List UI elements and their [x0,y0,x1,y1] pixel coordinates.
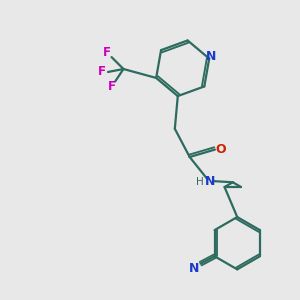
Text: N: N [189,262,199,275]
Text: O: O [215,143,226,156]
Text: F: F [108,80,116,93]
Text: F: F [98,65,106,79]
Text: N: N [206,50,216,63]
Text: H: H [196,177,204,187]
Text: F: F [103,46,111,59]
Text: N: N [204,175,215,188]
